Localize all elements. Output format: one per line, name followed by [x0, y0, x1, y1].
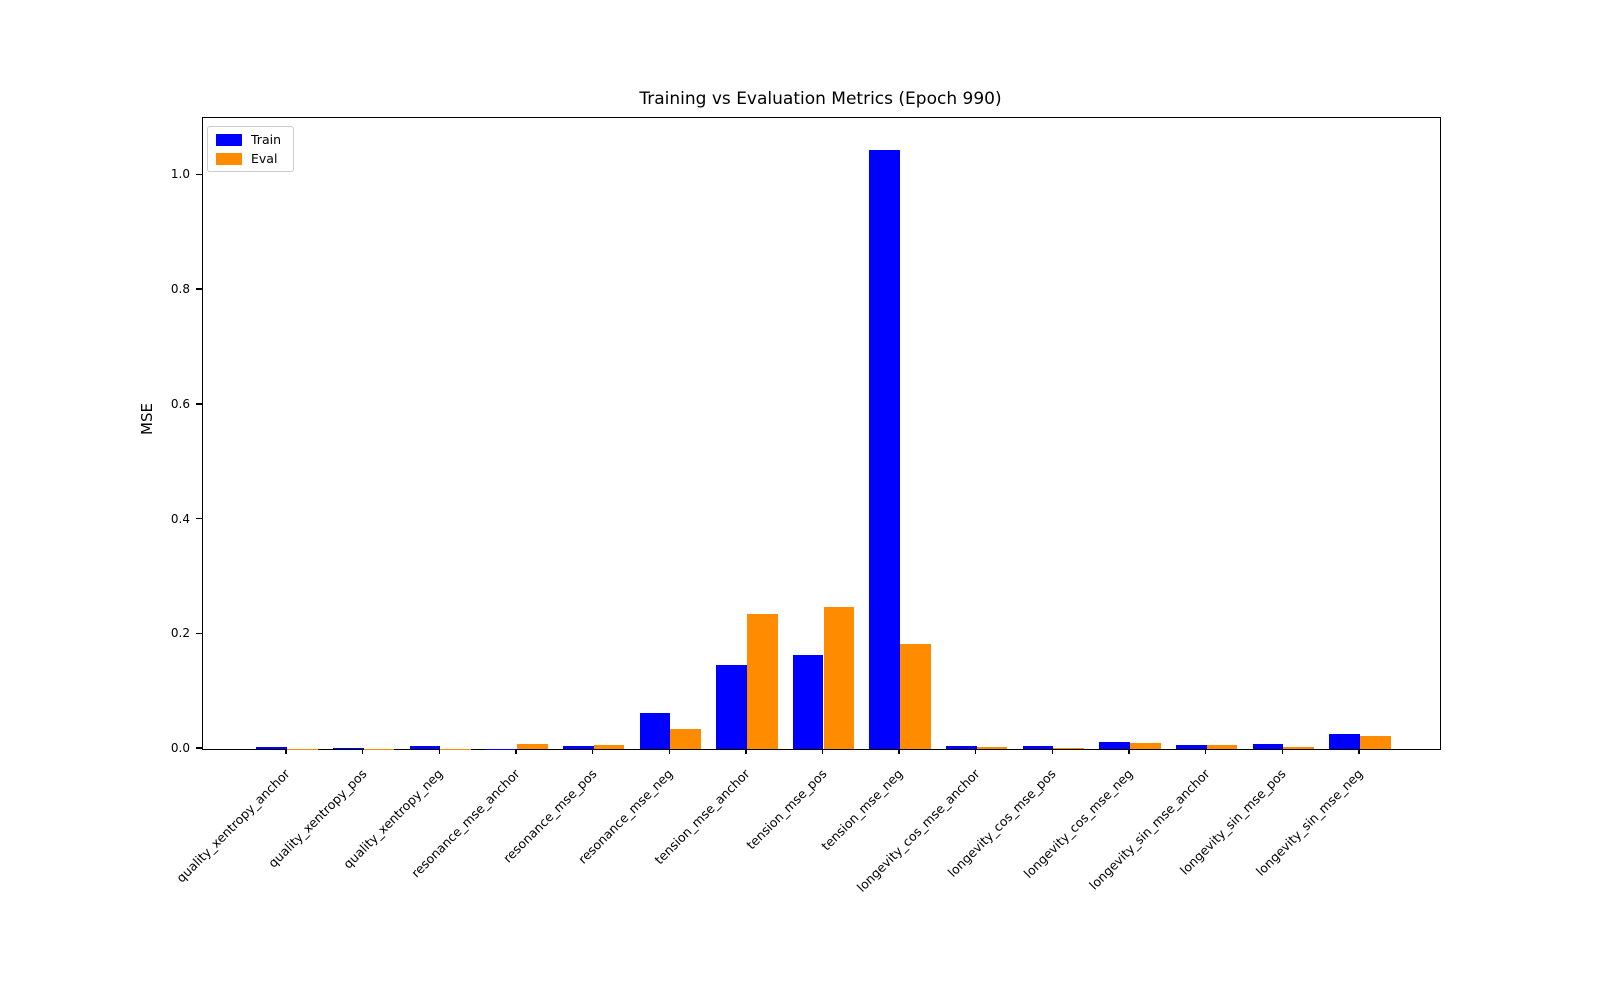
y-tick-mark — [195, 517, 202, 520]
eval-bar-tension_mse_neg — [900, 644, 931, 749]
eval-bar-longevity_cos_mse_neg — [1130, 742, 1161, 749]
eval-bar-longevity_cos_mse_pos — [1053, 747, 1085, 749]
train-bar-longevity_sin_mse_pos — [1252, 743, 1284, 749]
train-bar-quality_xentropy_neg — [409, 745, 441, 749]
eval-bar-resonance_mse_pos — [593, 744, 625, 749]
y-tick-mark — [195, 403, 202, 405]
y-axis-label: MSE — [138, 403, 156, 435]
y-tick-mark — [195, 173, 202, 176]
y-tick-label: 0.4 — [170, 511, 190, 526]
eval-bar-longevity_sin_mse_neg — [1360, 736, 1391, 749]
x-tick-mark — [591, 749, 594, 755]
y-tick-mark — [195, 632, 202, 634]
x-tick-mark — [975, 749, 977, 755]
y-tick-label: 1.0 — [170, 167, 190, 182]
x-tick-mark — [745, 749, 747, 755]
train-bar-resonance_mse_neg — [639, 713, 671, 749]
x-tick-mark — [1281, 749, 1284, 755]
eval-bar-longevity_sin_mse_anchor — [1206, 744, 1238, 749]
legend-label-train: Train — [251, 132, 281, 147]
eval-bar-longevity_sin_mse_pos — [1283, 746, 1314, 749]
x-tick-mark — [361, 749, 364, 755]
train-bar-longevity_cos_mse_pos — [1022, 746, 1054, 749]
chart-title: Training vs Evaluation Metrics (Epoch 99… — [639, 89, 1002, 109]
x-tick-mark — [438, 749, 440, 755]
eval-swatch-icon — [216, 152, 242, 165]
train-bar-longevity_sin_mse_neg — [1329, 734, 1360, 749]
train-bar-tension_mse_pos — [792, 654, 824, 749]
y-tick-mark — [195, 747, 202, 749]
train-bar-longevity_sin_mse_anchor — [1176, 744, 1207, 749]
x-tick-mark — [515, 749, 517, 755]
eval-bar-resonance_mse_neg — [670, 729, 701, 749]
x-tick-mark — [285, 749, 287, 755]
legend-row-eval: Eval — [216, 152, 281, 165]
train-bar-longevity_cos_mse_neg — [1099, 741, 1131, 749]
legend: Train Eval — [207, 126, 294, 172]
x-tick-mark — [1128, 749, 1130, 755]
x-tick-mark — [1205, 749, 1207, 755]
x-tick-mark — [668, 749, 670, 755]
train-bar-tension_mse_neg — [869, 149, 901, 749]
x-tick-mark — [1051, 749, 1054, 755]
train-bar-quality_xentropy_anchor — [256, 746, 287, 749]
train-bar-tension_mse_anchor — [716, 664, 747, 749]
x-tick-mark — [821, 749, 824, 755]
plot-area: Train Eval — [202, 117, 1441, 750]
eval-bar-tension_mse_anchor — [746, 614, 778, 749]
y-tick-mark — [195, 288, 202, 290]
train-bar-longevity_cos_mse_anchor — [946, 746, 977, 749]
train-bar-quality_xentropy_pos — [332, 748, 364, 749]
train-swatch-icon — [216, 133, 242, 146]
y-tick-label: 0.8 — [170, 282, 190, 297]
x-tick-label: tension_mse_neg — [818, 766, 906, 854]
eval-bar-resonance_mse_anchor — [516, 744, 548, 749]
y-tick-label: 0.6 — [170, 396, 190, 411]
y-tick-label: 0.2 — [170, 626, 190, 641]
legend-label-eval: Eval — [251, 151, 278, 166]
x-tick-label: tension_mse_pos — [742, 766, 830, 853]
y-tick-label: 0.0 — [170, 741, 190, 755]
legend-row-train: Train — [216, 133, 281, 146]
eval-bar-tension_mse_pos — [823, 606, 855, 749]
x-tick-label: longevity_cos_mse_anchor — [853, 766, 983, 895]
eval-bar-longevity_cos_mse_anchor — [976, 746, 1008, 749]
x-tick-mark — [1358, 749, 1360, 755]
train-bar-resonance_mse_pos — [562, 746, 594, 749]
x-tick-mark — [898, 749, 900, 755]
